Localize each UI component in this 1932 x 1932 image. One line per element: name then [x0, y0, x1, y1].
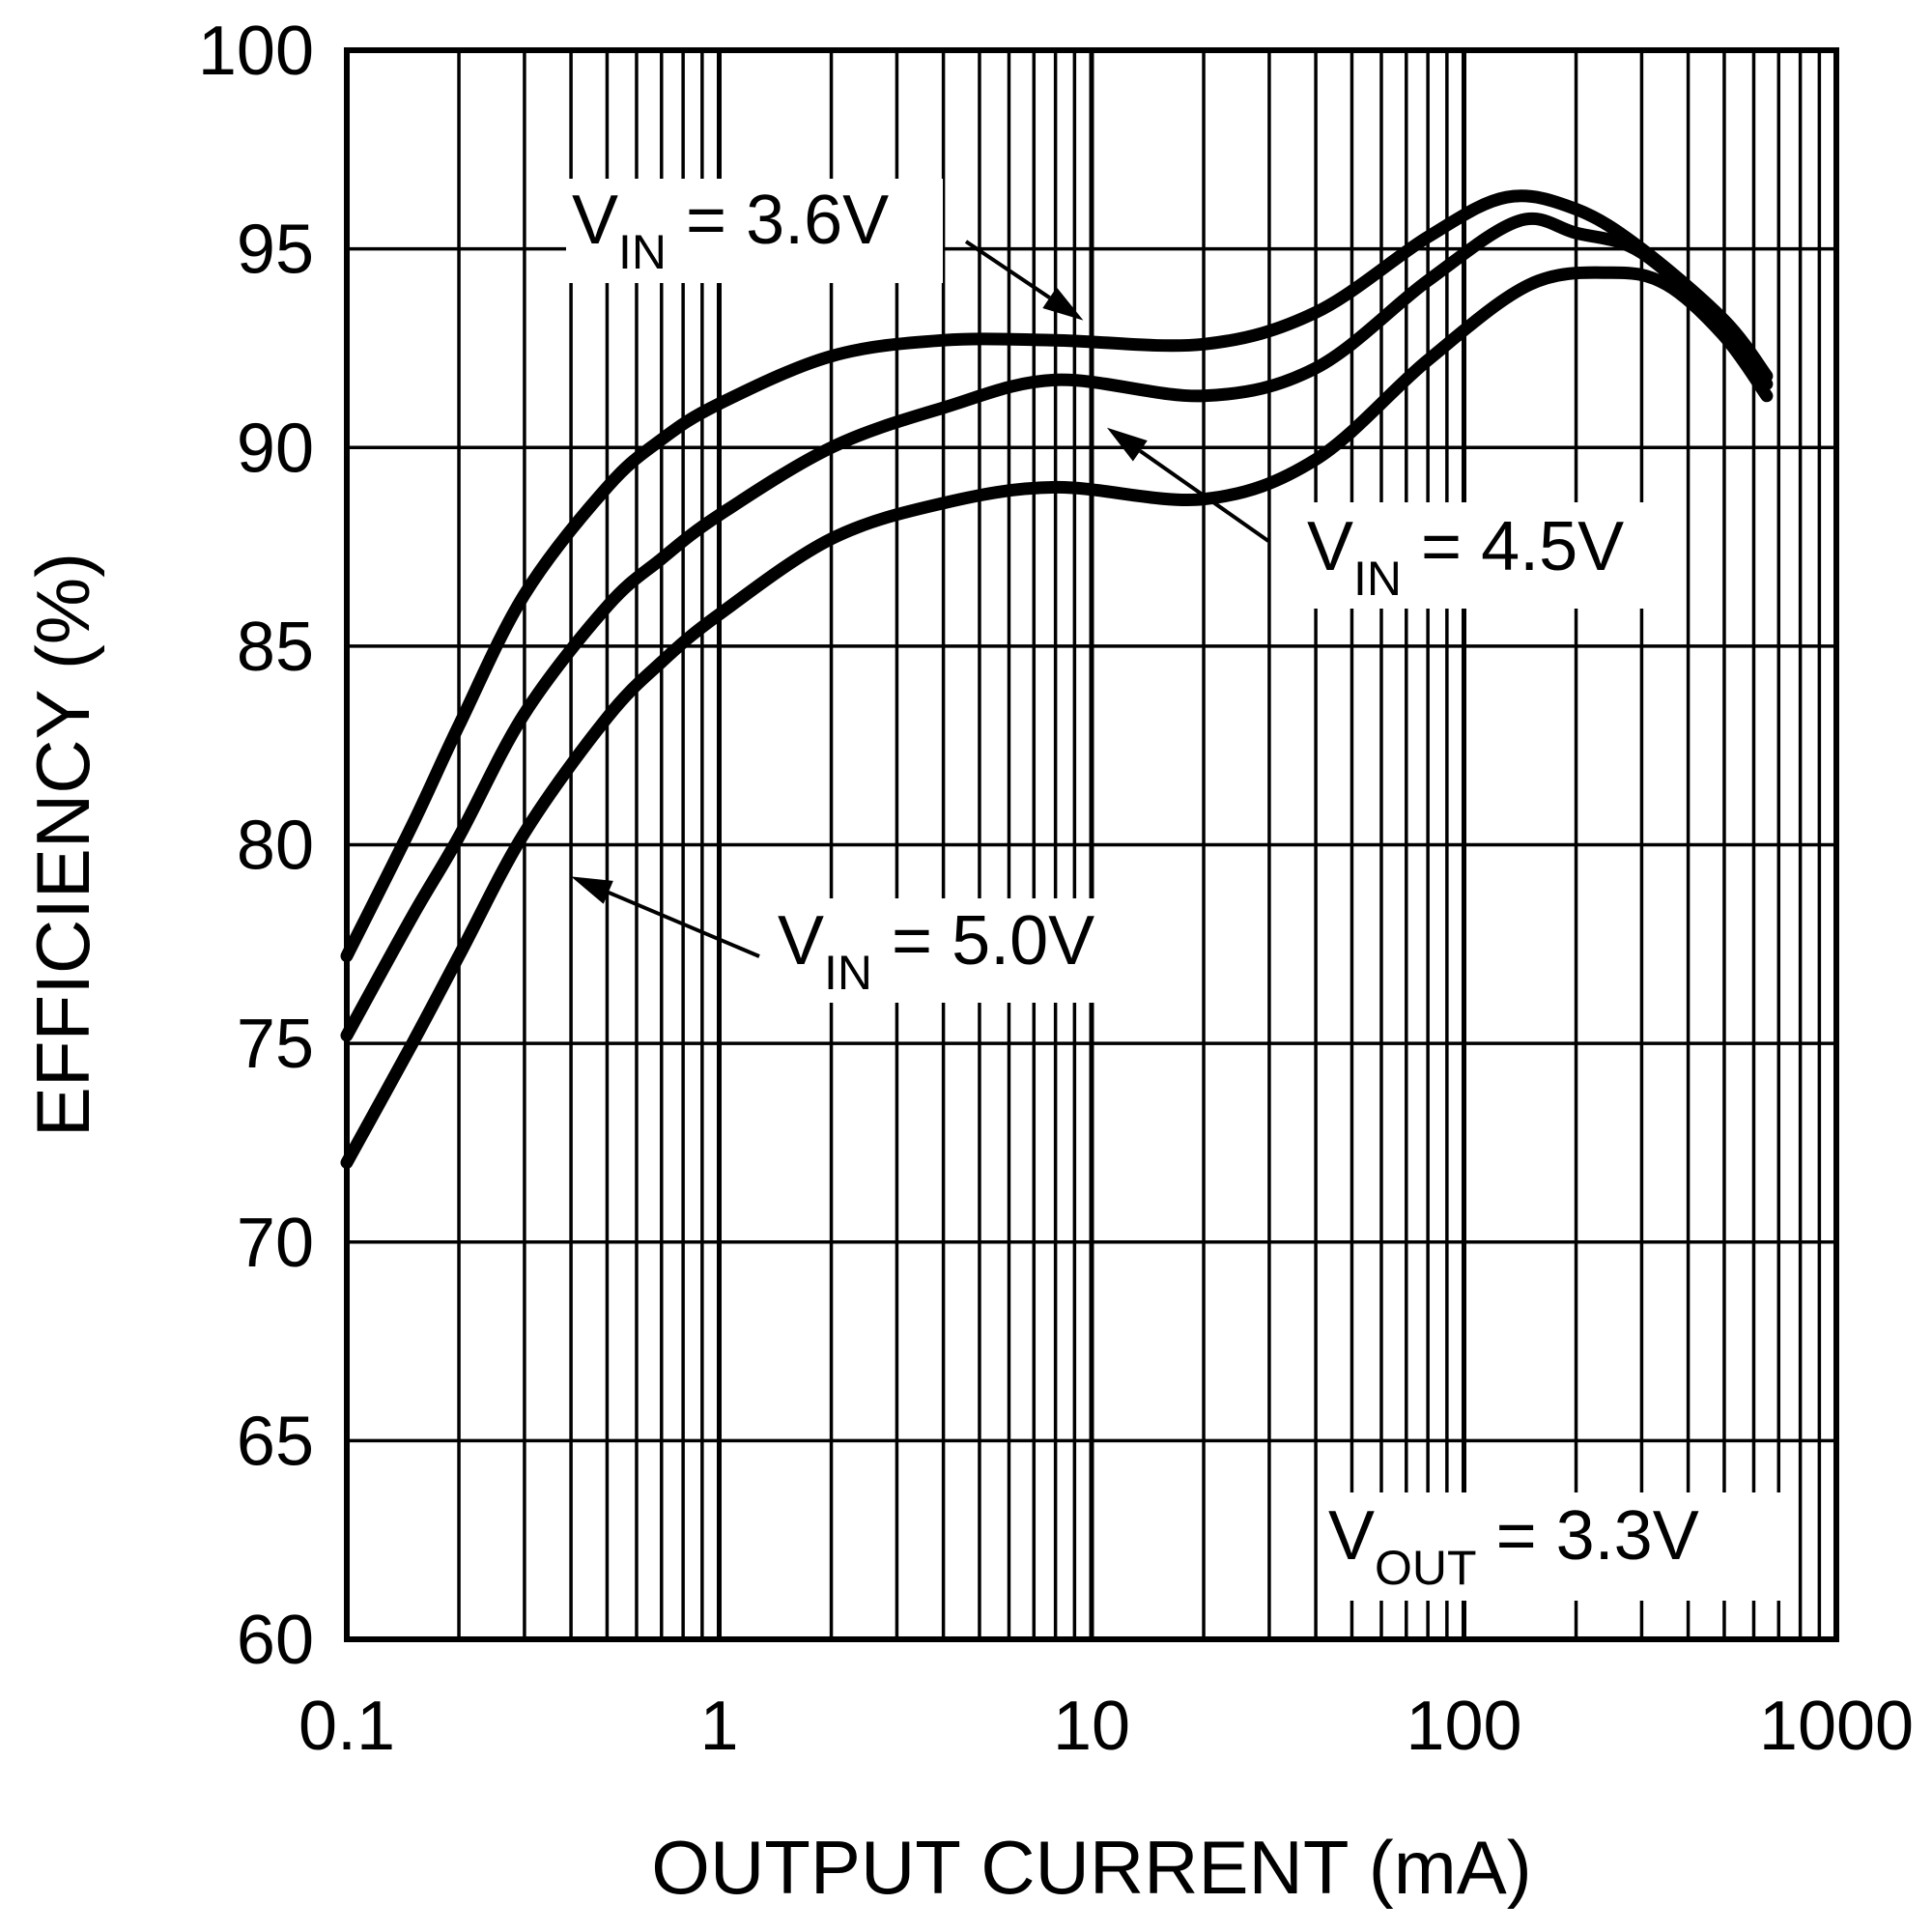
annotation-background [1294, 502, 1686, 609]
x-tick-label: 10 [1053, 1688, 1130, 1765]
x-tick-label: 1 [699, 1688, 738, 1765]
annotation-subscript: IN [824, 946, 872, 1000]
series-line-vin-3-6v [340, 189, 1774, 963]
arrow-shaft [607, 890, 760, 958]
annotation-vout-3-3v: VOUT = 3.3V [1321, 1492, 1795, 1601]
annotation-main: V [1328, 1497, 1375, 1575]
annotation-vin-5-0v: VIN = 5.0V [768, 898, 1154, 1003]
annotation-vin-3-6v: VIN = 3.6V [566, 179, 943, 283]
y-tick-label: 70 [237, 1205, 314, 1282]
series-line-vin-5-0v [340, 266, 1774, 1169]
annotation-text: VIN = 3.6V [572, 182, 889, 279]
x-axis-title: OUTPUT CURRENT (mA) [651, 1825, 1531, 1910]
y-tick-label: 65 [237, 1403, 314, 1480]
y-tick-label: 90 [237, 410, 314, 487]
y-tick-label: 75 [237, 1006, 314, 1083]
annotation-rest: = 5.0V [872, 902, 1094, 980]
y-tick-label: 95 [237, 212, 314, 289]
x-tick-label: 1000 [1759, 1688, 1914, 1765]
annotation-main: V [1307, 508, 1353, 585]
x-tick-label: 0.1 [298, 1688, 395, 1765]
annotation-text: VIN = 4.5V [1307, 508, 1624, 606]
annotation-text: VIN = 5.0V [778, 902, 1094, 1000]
curves [340, 189, 1774, 1169]
annotation-background [566, 179, 943, 283]
annotation-rest: = 4.5V [1402, 508, 1624, 585]
annotation-main: V [572, 182, 618, 259]
x-tick-label: 100 [1406, 1688, 1521, 1765]
arrow-head [571, 876, 613, 904]
arrow-shaft [1139, 449, 1270, 543]
y-tick-label: 60 [237, 1602, 314, 1679]
plot-frame [344, 47, 1839, 1642]
arrow-vin-5-0v [571, 876, 760, 958]
annotation-text: VOUT = 3.3V [1328, 1497, 1699, 1595]
tick-labels: 60 65 70 75 80 85 90 95 100 0.1 1 10 100 1000 [198, 13, 1914, 1765]
y-tick-label: 100 [198, 13, 314, 90]
annotation-vin-4-5v: VIN = 4.5V [1294, 502, 1686, 609]
annotation-background [1321, 1492, 1795, 1601]
series-line-vin-4-5v [340, 212, 1774, 1042]
y-axis-title: EFFICIENCY (%) [20, 553, 105, 1137]
annotation-rest: = 3.6V [667, 182, 889, 259]
annotation-rest: = 3.3V [1477, 1497, 1699, 1575]
arrow-head [1042, 287, 1084, 321]
annotation-background [768, 898, 1154, 1003]
arrow-vin-3-6v [964, 240, 1084, 321]
annotation-main: V [778, 902, 824, 980]
annotation-subscript: IN [618, 225, 667, 279]
arrow-vin-4-5v [1106, 427, 1270, 543]
y-tick-label: 80 [237, 808, 314, 885]
annotation-subscript: OUT [1375, 1541, 1477, 1595]
y-tick-label: 85 [237, 609, 314, 686]
arrow-shaft [964, 240, 1051, 299]
annotation-subscript: IN [1353, 552, 1402, 606]
grid [347, 50, 1836, 1639]
arrow-head [1106, 427, 1148, 462]
